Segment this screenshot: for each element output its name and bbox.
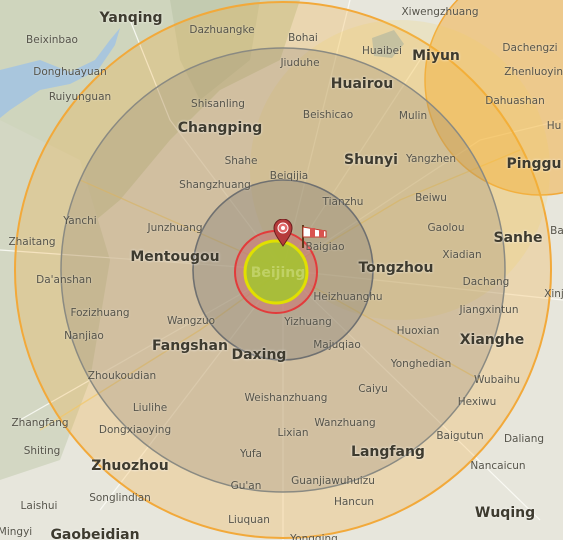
place-label-majuqiao: Majuqiao xyxy=(313,338,361,351)
place-label-mingyi: Mingyi xyxy=(0,525,33,538)
place-label-yizhuang: Yizhuang xyxy=(284,315,332,328)
place-label-beishicao: Beishicao xyxy=(302,108,354,121)
place-label-yanqing: Yanqing xyxy=(99,10,163,26)
place-label-gaolou: Gaolou xyxy=(427,221,465,234)
place-label-fozizhuang: Fozizhuang xyxy=(70,306,130,319)
place-label-nancaicun: Nancaicun xyxy=(470,459,526,472)
place-label-changping: Changping xyxy=(177,120,263,136)
place-label-dongxiaoying: Dongxiaoying xyxy=(98,423,172,436)
place-label-gaobeidian: Gaobeidian xyxy=(50,527,140,540)
place-label-zhaitang: Zhaitang xyxy=(8,235,56,248)
place-label-baigutun: Baigutun xyxy=(436,429,484,442)
place-label-yufa: Yufa xyxy=(240,447,262,460)
place-label-heizhuanghu: Heizhuanghu xyxy=(313,290,383,303)
place-label-gu-an: Gu'an xyxy=(230,479,262,492)
place-label-tianzhu: Tianzhu xyxy=(322,195,364,208)
place-label-beixinbao: Beixinbao xyxy=(26,33,78,46)
place-label-wanzhuang: Wanzhuang xyxy=(314,416,376,429)
place-label-wuqing: Wuqing xyxy=(474,505,536,521)
place-label-daliang: Daliang xyxy=(503,432,545,445)
place-label-xinj: Xinj xyxy=(544,287,563,300)
place-label-laishui: Laishui xyxy=(20,499,58,512)
place-label-dahuashan: Dahuashan xyxy=(485,94,545,107)
place-label-caiyu: Caiyu xyxy=(358,382,388,395)
place-label-miyun: Miyun xyxy=(412,48,460,64)
place-label-zhenluoying: Zhenluoying xyxy=(504,65,563,78)
place-label-wangzuo: Wangzuo xyxy=(166,314,216,327)
place-label-yonghedian: Yonghedian xyxy=(390,357,452,370)
fallout-plume xyxy=(250,20,550,320)
place-label-weishanzhuang: Weishanzhuang xyxy=(244,391,328,404)
place-label-shisanling: Shisanling xyxy=(191,97,245,110)
place-label-shunyi: Shunyi xyxy=(344,152,398,168)
place-label-zhangfang: Zhangfang xyxy=(11,416,69,429)
place-label-junzhuang: Junzhuang xyxy=(147,221,203,234)
place-label-donghuayuan: Donghuayuan xyxy=(33,65,107,78)
place-label-langfang: Langfang xyxy=(351,444,425,460)
place-label-yongqing: Yongqing xyxy=(290,532,338,540)
place-label-wubaihu: Wubaihu xyxy=(474,373,520,386)
place-label-jiangxintun: Jiangxintun xyxy=(459,303,519,316)
place-label-nanjiao: Nanjiao xyxy=(64,329,104,342)
windsock-icon[interactable] xyxy=(300,223,328,249)
place-label-fangshan: Fangshan xyxy=(152,338,228,354)
place-label-xiadian: Xiadian xyxy=(442,248,482,261)
center-city-label: Beijing xyxy=(250,265,306,281)
place-label-hu: Hu xyxy=(546,119,562,132)
place-label-lixian: Lixian xyxy=(277,426,309,439)
place-label-mentougou: Mentougou xyxy=(130,249,220,265)
place-label-xiwengzhuang: Xiwengzhuang xyxy=(401,5,479,18)
place-label-ruiyunguan: Ruiyunguan xyxy=(48,90,112,103)
place-label-da-anshan: Da'anshan xyxy=(36,273,92,286)
place-label-songlindian: Songlindian xyxy=(89,491,151,504)
place-label-tongzhou: Tongzhou xyxy=(358,260,434,276)
place-label-ba: Ba xyxy=(550,224,563,237)
place-label-beiwu: Beiwu xyxy=(415,191,447,204)
place-label-mulin: Mulin xyxy=(398,109,428,122)
place-label-hexiwu: Hexiwu xyxy=(457,395,497,408)
place-label-bohai: Bohai xyxy=(288,31,318,44)
place-label-huairou: Huairou xyxy=(330,76,394,92)
place-label-yanchi: Yanchi xyxy=(63,214,97,227)
place-label-guanjiawuhuizu: Guanjiawuhuizu xyxy=(291,474,375,487)
fireball-ring xyxy=(243,239,309,305)
place-label-zhuozhou: Zhuozhou xyxy=(91,458,169,474)
place-label-zhoukoudian: Zhoukoudian xyxy=(87,369,157,382)
place-label-yangzhen: Yangzhen xyxy=(405,152,457,165)
place-label-dazhuangke: Dazhuangke xyxy=(189,23,255,36)
place-label-pinggu: Pinggu xyxy=(506,156,562,172)
place-label-beiqijia: Beiqijia xyxy=(269,169,309,182)
place-label-hancun: Hancun xyxy=(333,495,375,508)
place-label-shangzhuang: Shangzhuang xyxy=(179,178,251,191)
place-label-jiuduhe: Jiuduhe xyxy=(280,56,320,69)
place-label-dachang: Dachang xyxy=(462,275,510,288)
place-label-liulihe: Liulihe xyxy=(132,401,168,414)
place-label-shiting: Shiting xyxy=(23,444,61,457)
place-label-huoxian: Huoxian xyxy=(396,324,440,337)
place-label-huaibei: Huaibei xyxy=(362,44,402,57)
place-label-daxing: Daxing xyxy=(231,347,287,363)
place-label-shahe: Shahe xyxy=(224,154,258,167)
secondary-thermal-ring xyxy=(424,0,563,196)
place-label-xianghe: Xianghe xyxy=(459,332,525,348)
place-label-sanhe: Sanhe xyxy=(493,230,543,246)
place-label-baigiao: Baigiao xyxy=(305,240,345,253)
place-label-liuquan: Liuquan xyxy=(228,513,270,526)
pin-icon[interactable] xyxy=(273,219,293,247)
place-label-dachengzi: Dachengzi xyxy=(502,41,558,54)
